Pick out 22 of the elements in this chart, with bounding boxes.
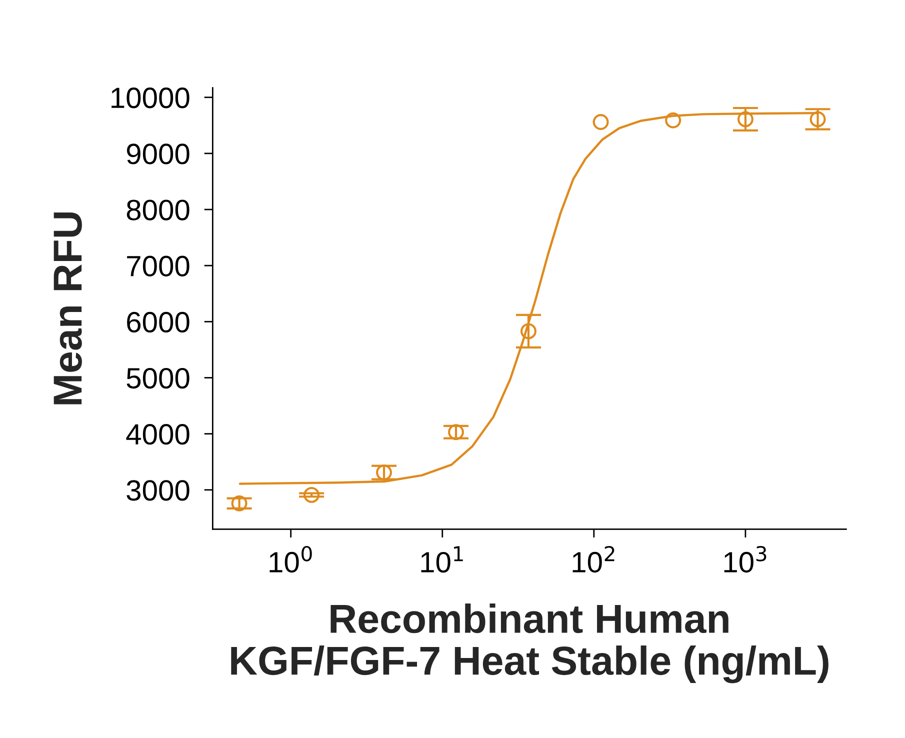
point: [376, 464, 392, 480]
point: [304, 486, 320, 503]
y-tick-label: 5000: [126, 368, 190, 389]
x-tick-label: 10$^{3}$: [724, 546, 766, 573]
x-tick-label: 10$^{2}$: [572, 546, 614, 573]
x-tick-label: 10$^{0}$: [270, 546, 312, 573]
point: [665, 112, 682, 128]
point: [520, 323, 536, 340]
y-tick-label: 8000: [126, 200, 190, 220]
point: [737, 111, 754, 128]
y-tick-label: 6000: [127, 312, 190, 333]
x-tick-label: 10$^{1}$: [421, 546, 463, 573]
y-tick-label: 9000: [126, 144, 190, 164]
x-axis-title: Recombinant Human KGF/FGF-7 Heat Stable (ng/mL): [231, 604, 828, 684]
y-tick-label: 10000: [112, 88, 190, 108]
point: [592, 114, 609, 130]
y-tick-label: 7000: [127, 256, 190, 276]
y-tick-label: 4000: [126, 424, 190, 445]
y-axis-title: Mean RFU: [54, 212, 82, 404]
y-tick-label: 3000: [126, 480, 190, 501]
point: [448, 424, 464, 440]
point: [231, 495, 248, 512]
